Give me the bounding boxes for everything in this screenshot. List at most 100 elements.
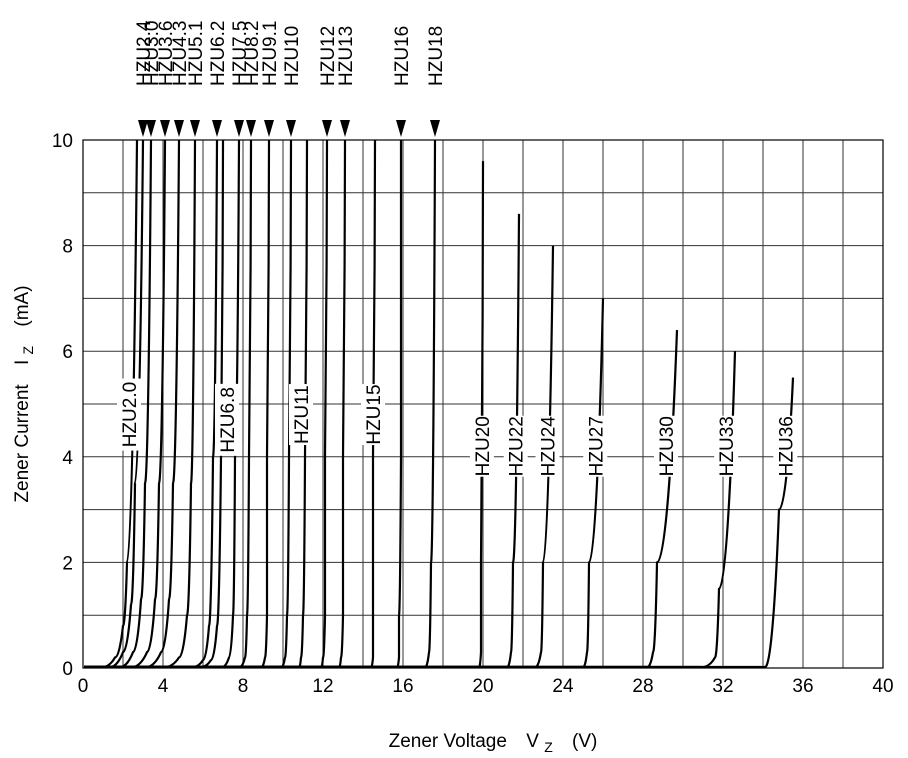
series-line-hzu8-2 bbox=[84, 139, 253, 669]
series-label-hzu12: HZU12 bbox=[318, 26, 339, 86]
series-line-hzu6-2 bbox=[84, 139, 219, 669]
label-arrow-hzu4-3 bbox=[174, 120, 184, 137]
label-arrow-hzu2-4 bbox=[138, 120, 148, 137]
y-tick-label: 6 bbox=[62, 342, 73, 363]
series-label-bg bbox=[654, 415, 678, 477]
series-label-hzu22: HZU22 bbox=[507, 416, 528, 476]
series-label-hzu13: HZU13 bbox=[336, 26, 357, 86]
series-label-hzu36: HZU36 bbox=[776, 416, 797, 476]
x-tick-labels: 0 4 8 12 16 20 24 28 32 36 40 bbox=[78, 676, 894, 697]
y-axis-title-main: Zener Current bbox=[12, 384, 33, 503]
y-axis-unit: (mA) bbox=[12, 285, 33, 326]
series-label-hzu5-1: HZU5.1 bbox=[186, 21, 207, 86]
x-tick-label: 16 bbox=[392, 676, 413, 697]
series-label-bg bbox=[535, 415, 560, 477]
series-label-hzu30: HZU30 bbox=[657, 416, 678, 476]
y-tick-label: 0 bbox=[62, 659, 73, 680]
series-line-hzu3-6 bbox=[84, 139, 167, 669]
series-line-hzu18 bbox=[84, 139, 437, 669]
series-line-hzu2-0 bbox=[84, 139, 139, 669]
series-line-hzu4-3 bbox=[84, 139, 181, 669]
curves bbox=[84, 139, 795, 669]
series-label-bg bbox=[117, 378, 141, 451]
label-arrow-hzu5-1 bbox=[190, 120, 200, 137]
y-axis-symbol: I bbox=[12, 360, 33, 365]
x-axis-title-main: Zener Voltage bbox=[389, 731, 507, 752]
series-label-bg bbox=[503, 415, 528, 477]
series-label-bg bbox=[215, 383, 239, 456]
series-line-hzu5-1 bbox=[84, 139, 197, 669]
series-label-hzu27: HZU27 bbox=[586, 416, 607, 476]
label-arrow-hzu13 bbox=[340, 120, 350, 137]
series-line-hzu2-4 bbox=[84, 139, 145, 669]
series-line-hzu10 bbox=[84, 139, 293, 669]
y-tick-label: 4 bbox=[62, 448, 73, 469]
x-tick-label: 8 bbox=[238, 676, 249, 697]
series-label-bg bbox=[361, 384, 385, 446]
label-arrow-hzu9-1 bbox=[264, 120, 274, 137]
series-label-hzu6-8: HZU6.8 bbox=[218, 387, 239, 452]
y-tick-label: 2 bbox=[62, 553, 73, 574]
series-line-hzu6-8 bbox=[84, 139, 225, 669]
series-label-hzu7-5: HZU7.5 bbox=[230, 21, 251, 86]
label-arrow-hzu10 bbox=[286, 120, 296, 137]
label-arrow-hzu6-2 bbox=[212, 120, 222, 137]
x-tick-label: 36 bbox=[792, 676, 813, 697]
series-label-hzu33: HZU33 bbox=[717, 416, 738, 476]
series-label-hzu2-4: HZU2.4 bbox=[134, 20, 155, 86]
x-tick-label: 28 bbox=[632, 676, 653, 697]
series-line-hzu9-1 bbox=[84, 139, 271, 669]
series-label-hzu15: HZU15 bbox=[364, 384, 385, 444]
label-arrows bbox=[138, 120, 440, 137]
series-label-hzu18: HZU18 bbox=[426, 26, 447, 86]
label-arrow-hzu16 bbox=[396, 120, 406, 137]
series-label-bg bbox=[583, 415, 608, 477]
series-line-hzu12 bbox=[84, 139, 329, 669]
x-axis-subscript: Z bbox=[544, 739, 553, 755]
x-tick-label: 24 bbox=[552, 676, 574, 697]
label-arrow-hzu12 bbox=[322, 120, 332, 137]
y-tick-labels: 0 2 4 6 8 10 bbox=[52, 131, 74, 680]
series-label-bg bbox=[773, 415, 798, 477]
y-tick-label: 10 bbox=[52, 131, 73, 152]
label-arrow-hzu18 bbox=[430, 120, 440, 137]
x-tick-label: 0 bbox=[78, 676, 89, 697]
series-label-hzu3-0: HZU3.0 bbox=[142, 21, 163, 86]
series-label-bg bbox=[289, 384, 313, 446]
series-line-hzu16 bbox=[84, 140, 403, 669]
series-label-hzu20: HZU20 bbox=[473, 416, 494, 476]
x-tick-label: 12 bbox=[312, 676, 333, 697]
label-arrow-hzu8-2 bbox=[246, 120, 256, 137]
series-line-hzu15 bbox=[84, 139, 377, 669]
label-arrow-hzu3-6 bbox=[160, 120, 170, 137]
series-label-hzu16: HZU16 bbox=[392, 26, 413, 86]
x-tick-label: 4 bbox=[158, 676, 169, 697]
series-line-hzu20 bbox=[84, 161, 485, 669]
x-tick-label: 20 bbox=[472, 676, 493, 697]
series-label-hzu6-2: HZU6.2 bbox=[208, 21, 229, 86]
series-label-hzu4-3: HZU4.3 bbox=[170, 21, 191, 86]
series-label-hzu2-0: HZU2.0 bbox=[120, 382, 141, 447]
series-label-hzu8-2: HZU8.2 bbox=[242, 21, 263, 86]
series-line-hzu11 bbox=[84, 139, 309, 669]
x-tick-label: 40 bbox=[872, 676, 893, 697]
label-arrow-hzu7-5 bbox=[234, 120, 244, 137]
series-label-hzu9-1: HZU9.1 bbox=[260, 21, 281, 86]
x-tick-label: 32 bbox=[712, 676, 733, 697]
series-label-hzu10: HZU10 bbox=[282, 26, 303, 86]
series-line-hzu13 bbox=[84, 139, 347, 669]
y-axis-subscript: Z bbox=[20, 345, 36, 354]
series-label-bg bbox=[714, 415, 739, 477]
series-line-hzu24 bbox=[84, 245, 555, 669]
label-arrow-hzu3-0 bbox=[146, 120, 156, 137]
series-line-hzu3-0 bbox=[84, 139, 153, 669]
series-label-hzu24: HZU24 bbox=[539, 416, 560, 477]
series-label-bg bbox=[469, 415, 494, 477]
series-label-hzu11: HZU11 bbox=[292, 385, 313, 444]
y-tick-label: 8 bbox=[62, 237, 73, 258]
x-axis-symbol: V bbox=[526, 731, 539, 752]
series-line-hzu7-5 bbox=[84, 139, 241, 669]
series-line-hzu22 bbox=[84, 213, 521, 669]
